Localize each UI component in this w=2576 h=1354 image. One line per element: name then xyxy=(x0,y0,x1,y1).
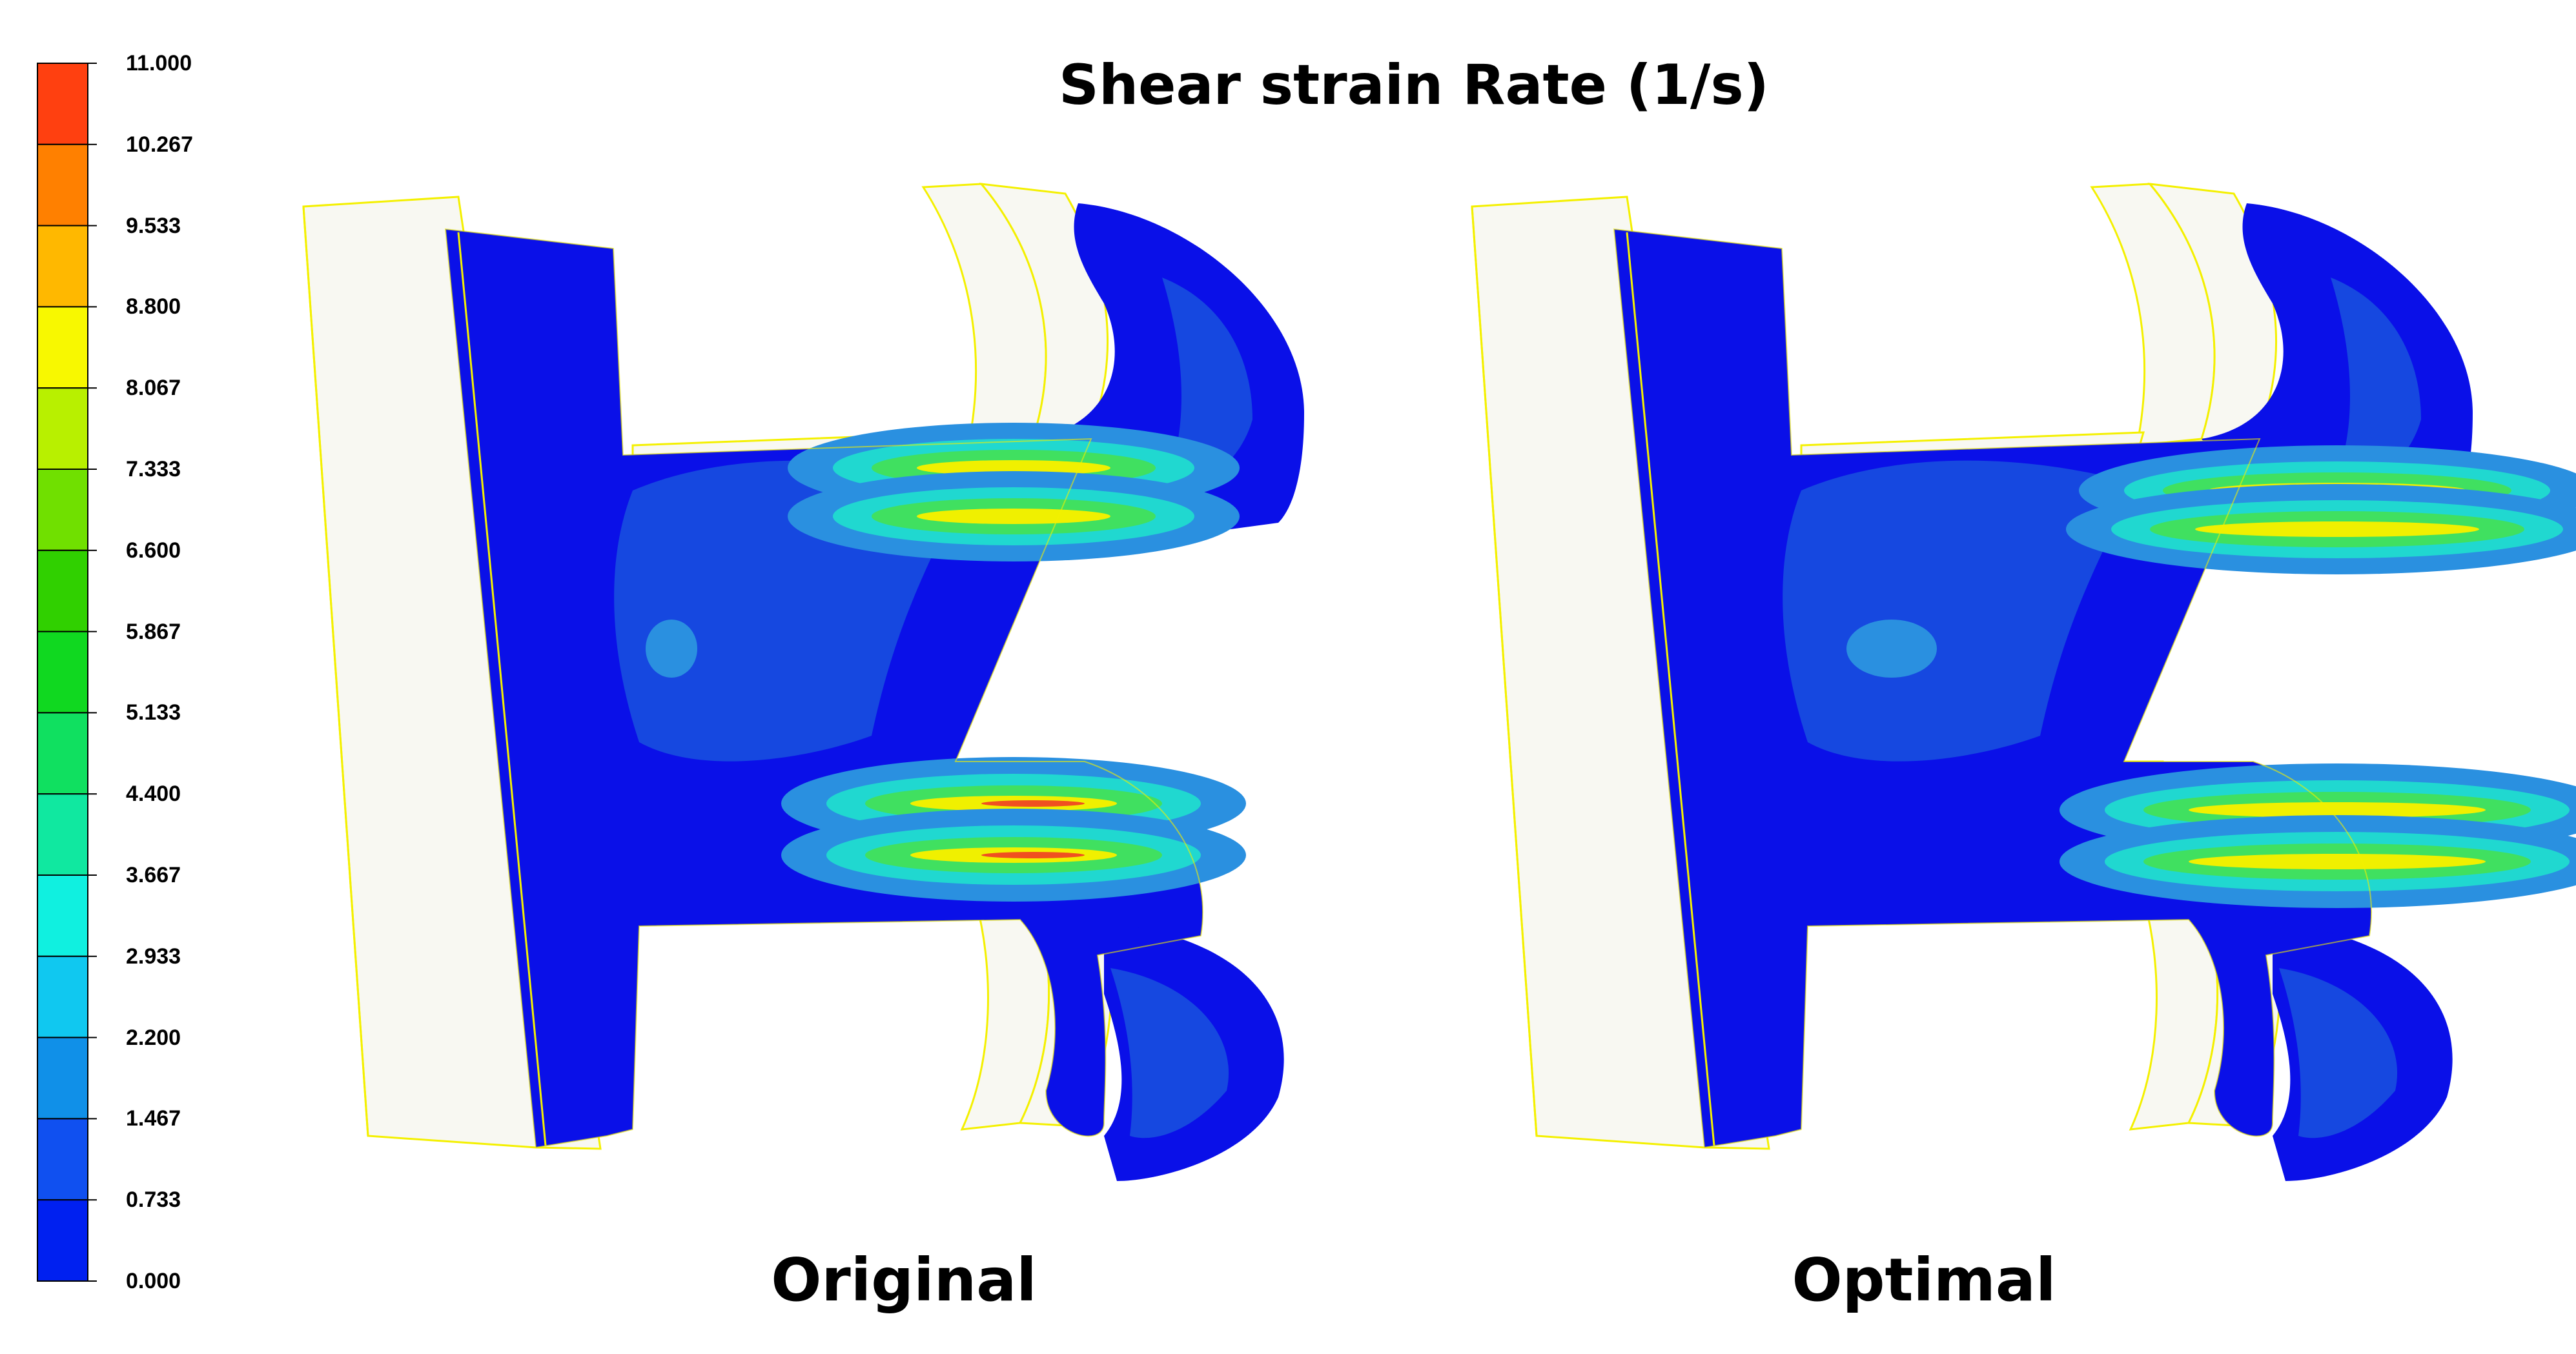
colorbar-segment xyxy=(37,1036,88,1120)
colorbar-label: 8.800 xyxy=(126,294,181,319)
colorbar-label: 0.000 xyxy=(126,1269,181,1293)
colorbar-segment xyxy=(37,793,88,876)
colorbar-label: 3.667 xyxy=(126,863,181,887)
colorbar-segment xyxy=(37,1118,88,1201)
colorbar-label: 2.933 xyxy=(126,944,181,969)
colorbar-label: 0.733 xyxy=(126,1187,181,1213)
colorbar-segment xyxy=(37,306,88,389)
colorbar-segment xyxy=(37,631,88,714)
colorbar-label: 9.533 xyxy=(126,213,181,238)
colorbar-segment xyxy=(37,1199,88,1282)
colorbar-segment xyxy=(37,63,88,145)
colorbar-label: 5.867 xyxy=(126,619,181,644)
colorbar-segment xyxy=(37,549,88,632)
colorbar-label: 2.200 xyxy=(126,1025,181,1050)
colorbar-segment xyxy=(37,874,88,957)
original-contour-plot xyxy=(302,183,1304,1181)
shear-band-peak xyxy=(917,509,1110,524)
contour-upper-hook xyxy=(2331,278,2421,490)
shear-band-peak xyxy=(2195,521,2479,537)
contour-center-spot xyxy=(646,620,697,678)
shear-band-peak xyxy=(2189,854,2486,869)
shear-band-peak xyxy=(917,460,1110,476)
extrusion-die-model xyxy=(1471,183,2576,1181)
plot-title: Shear strain Rate (1/s) xyxy=(1059,53,1769,117)
colorbar-label: 10.267 xyxy=(126,132,193,157)
colorbar-segment xyxy=(37,469,88,551)
contour-lower-hook xyxy=(2279,968,2398,1138)
contour-center-spot xyxy=(1846,620,1937,678)
colorbar-segment xyxy=(37,387,88,470)
colorbar-segment xyxy=(37,225,88,308)
colorbar-legend xyxy=(37,63,97,1282)
colorbar-label: 8.067 xyxy=(126,376,181,401)
colorbar-label: 1.467 xyxy=(126,1106,181,1131)
optimal-contour-plot xyxy=(1471,183,2576,1181)
contour-low xyxy=(1783,460,2137,762)
colorbar-label: 11.000 xyxy=(126,51,192,76)
shear-band-max xyxy=(981,800,1085,807)
shear-band-peak xyxy=(2189,802,2486,818)
extrusion-die-model xyxy=(302,183,1304,1181)
contour-lower-hook xyxy=(1110,968,1229,1138)
shear-band-max xyxy=(981,852,1085,858)
colorbar-segment xyxy=(37,955,88,1038)
colorbar-label: 5.133 xyxy=(126,700,181,725)
colorbar-segment xyxy=(37,712,88,795)
colorbar-label: 4.400 xyxy=(126,782,181,807)
colorbar-label: 7.333 xyxy=(126,457,181,481)
contour-upper-hook xyxy=(1162,278,1252,490)
caption-original: Original xyxy=(771,1246,1037,1315)
colorbar-label: 6.600 xyxy=(126,538,181,563)
caption-optimal: Optimal xyxy=(1792,1246,2056,1315)
colorbar-segment xyxy=(37,143,88,227)
